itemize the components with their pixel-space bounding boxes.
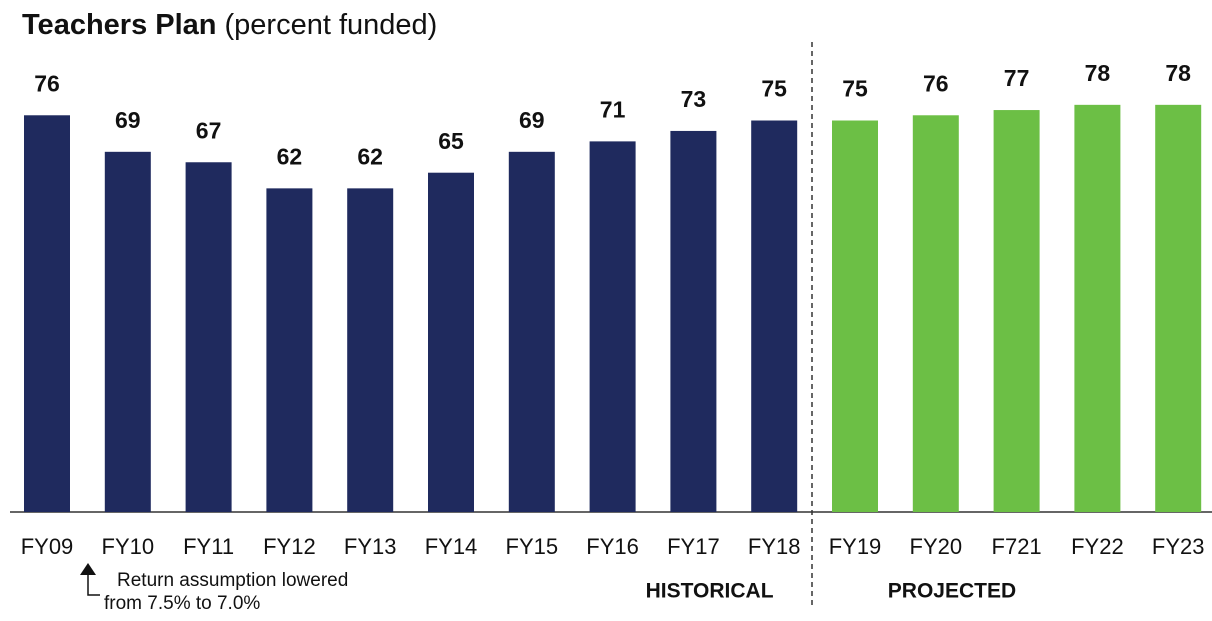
bar [670,130,717,512]
annotation-arrow [80,563,96,575]
bar [751,120,798,512]
value-label: 73 [681,86,707,112]
x-tick-label: FY17 [667,534,720,559]
bar [912,115,959,512]
bar [508,151,555,512]
chart-title: Teachers Plan [22,9,217,41]
value-label: 76 [923,70,949,96]
bar [428,172,474,512]
value-label: 75 [761,76,787,102]
bar [104,151,151,512]
value-label: 62 [277,143,303,169]
value-label: 75 [842,76,868,102]
value-label: 78 [1085,60,1111,86]
bar [185,162,232,512]
x-tick-label: FY22 [1071,534,1124,559]
value-label: 62 [357,143,383,169]
x-tick-label: FY09 [21,534,74,559]
x-tick-label: FY13 [344,534,397,559]
annotation: Return assumption lowered [117,570,348,591]
legend-label: HISTORICAL [646,580,774,603]
bar [347,188,394,513]
value-label: 76 [34,70,60,96]
value-label: 78 [1165,60,1191,86]
x-tick-label: FY19 [829,534,882,559]
value-label: 69 [115,107,141,133]
x-tick-label: FY11 [183,534,234,559]
value-label: 65 [438,128,464,154]
annotation-leader [87,575,100,596]
bar [266,188,313,513]
chart-subtitle: (percent funded) [225,9,438,41]
x-tick-label: FY10 [102,534,155,559]
x-tick-label: FY14 [425,534,478,559]
bar [1155,104,1202,512]
legend-label: PROJECTED [888,580,1016,603]
annotation: from 7.5% to 7.0% [104,593,260,614]
bar [993,110,1040,512]
value-label: 77 [1004,65,1030,91]
x-tick-label: FY20 [910,534,963,559]
x-tick-label: FY23 [1152,534,1205,559]
bar [24,115,70,512]
value-label: 69 [519,107,545,133]
x-tick-label: FY16 [586,534,639,559]
x-tick-label: FY12 [263,534,316,559]
x-tick-label: FY18 [748,534,801,559]
value-label: 67 [196,117,222,143]
value-label: 71 [600,96,626,122]
bar [589,141,636,512]
bar [1074,104,1121,512]
x-tick-label: F721 [992,534,1042,559]
bar [832,120,878,512]
chart-title-line: Teachers Plan (percent funded) [22,9,437,41]
x-tick-label: FY15 [506,534,559,559]
